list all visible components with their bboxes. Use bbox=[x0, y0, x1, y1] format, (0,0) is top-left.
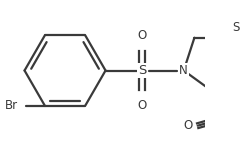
Text: S: S bbox=[232, 21, 240, 34]
Text: Br: Br bbox=[5, 99, 18, 112]
Text: O: O bbox=[137, 29, 147, 42]
Text: O: O bbox=[183, 119, 193, 132]
Text: S: S bbox=[138, 64, 146, 77]
Text: O: O bbox=[137, 99, 147, 112]
Text: N: N bbox=[179, 64, 188, 77]
